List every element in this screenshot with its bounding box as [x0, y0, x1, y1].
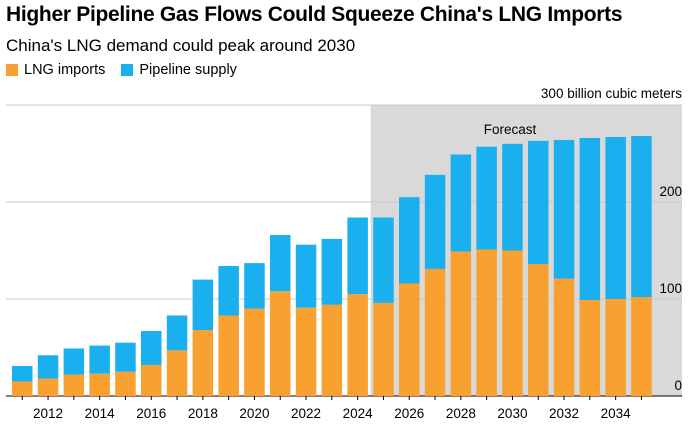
x-tick-label: 2022 [291, 406, 321, 421]
chart-title: Higher Pipeline Gas Flows Could Squeeze … [6, 3, 623, 26]
bar-lng-imports [553, 278, 575, 396]
bar-lng-imports [373, 302, 394, 396]
legend-label-lng-imports: LNG imports [24, 62, 106, 78]
bar-lng-imports [399, 283, 420, 396]
bar-pipeline-supply [244, 263, 265, 309]
bar-pipeline-supply [450, 154, 472, 252]
bar-pipeline-supply [141, 331, 162, 365]
bar-lng-imports [37, 378, 59, 396]
bar-pipeline-supply [502, 143, 523, 251]
bar-pipeline-supply [347, 217, 368, 295]
bar-pipeline-supply [553, 139, 575, 279]
x-tick-label: 2030 [497, 406, 527, 421]
legend-item-pipeline-supply: Pipeline supply [121, 62, 237, 78]
bar-pipeline-supply [295, 244, 317, 308]
bar-lng-imports [89, 373, 110, 396]
bar-lng-imports [295, 307, 317, 396]
bar-lng-imports [502, 250, 523, 396]
bar-lng-imports [579, 299, 601, 396]
x-tick-label: 2012 [33, 406, 63, 421]
bar-pipeline-supply [12, 365, 33, 382]
forecast-label: Forecast [484, 122, 537, 137]
bar-lng-imports [631, 297, 652, 396]
x-tick-label: 2024 [343, 406, 374, 421]
x-tick-label: 2034 [601, 406, 632, 421]
bar-lng-imports [166, 350, 188, 396]
x-tick-label: 2026 [394, 406, 424, 421]
bar-lng-imports [450, 251, 472, 396]
x-tick-label: 2014 [85, 406, 116, 421]
bar-pipeline-supply [399, 197, 420, 284]
legend-label-pipeline-supply: Pipeline supply [139, 62, 237, 78]
bar-lng-imports [528, 264, 549, 396]
bar-pipeline-supply [476, 146, 497, 250]
bar-pipeline-supply [321, 238, 343, 305]
forecast-region [370, 105, 682, 396]
bar-lng-imports [115, 371, 136, 396]
bar-pipeline-supply [605, 137, 626, 299]
bar-pipeline-supply [373, 217, 394, 303]
bar-pipeline-supply [166, 315, 188, 351]
bar-lng-imports [192, 330, 214, 396]
bar-lng-imports [63, 374, 85, 396]
bar-pipeline-supply [424, 174, 446, 269]
bar-lng-imports [270, 291, 291, 396]
legend-swatch-lng-imports [6, 64, 18, 76]
bar-pipeline-supply [115, 342, 136, 372]
legend: LNG imports Pipeline supply [6, 62, 253, 78]
bar-lng-imports [605, 299, 626, 396]
x-tick-label: 2016 [136, 406, 166, 421]
bar-pipeline-supply [270, 234, 291, 292]
bar-pipeline-supply [192, 279, 214, 331]
bar-lng-imports [244, 308, 265, 396]
y-tick-label: 200 [659, 184, 682, 199]
x-tick-label: 2032 [549, 406, 579, 421]
legend-swatch-pipeline-supply [121, 64, 134, 76]
chart-subtitle: China's LNG demand could peak around 203… [6, 36, 356, 55]
bar-pipeline-supply [63, 348, 85, 375]
bar-lng-imports [476, 249, 497, 396]
y-axis-unit-label: 300 billion cubic meters [541, 86, 682, 101]
y-tick-label: 100 [659, 281, 682, 296]
y-tick-label: 0 [674, 378, 682, 393]
bar-pipeline-supply [528, 140, 549, 265]
bar-lng-imports [347, 294, 368, 396]
bar-lng-imports [218, 315, 239, 396]
x-tick-label: 2028 [446, 406, 476, 421]
x-tick-label: 2018 [188, 406, 218, 421]
bar-lng-imports [12, 381, 33, 396]
bar-pipeline-supply [218, 266, 239, 316]
bar-pipeline-supply [631, 136, 652, 298]
bar-lng-imports [141, 364, 162, 396]
bar-pipeline-supply [579, 137, 601, 300]
legend-item-lng-imports: LNG imports [6, 62, 105, 78]
bar-pipeline-supply [89, 345, 110, 374]
bar-lng-imports [424, 268, 446, 396]
bar-pipeline-supply [37, 355, 59, 379]
bar-lng-imports [321, 304, 343, 396]
x-tick-label: 2020 [239, 406, 269, 421]
